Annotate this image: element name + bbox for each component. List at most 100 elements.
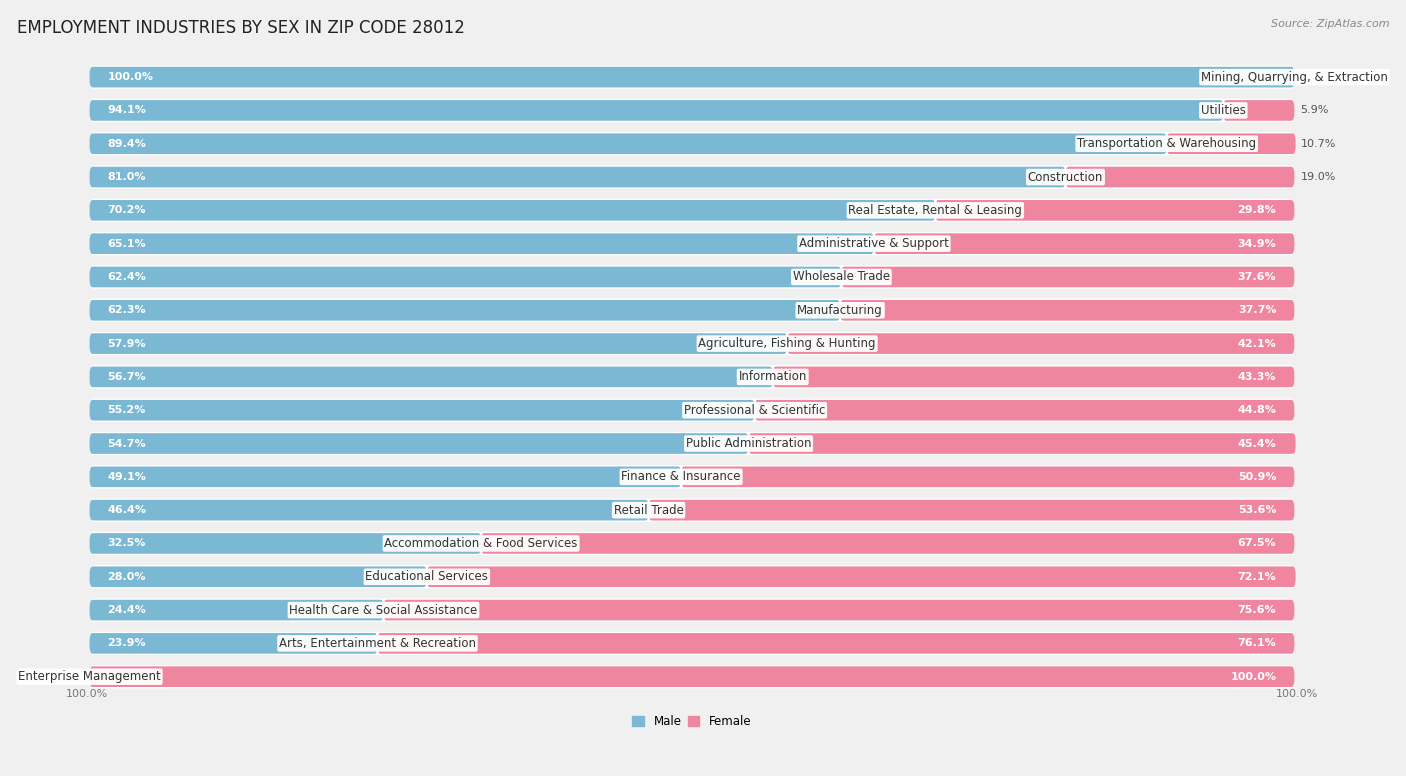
Text: 100.0%: 100.0% <box>66 689 108 699</box>
Text: 72.1%: 72.1% <box>1237 572 1277 582</box>
FancyBboxPatch shape <box>1066 167 1295 187</box>
FancyBboxPatch shape <box>90 399 1295 422</box>
FancyBboxPatch shape <box>90 267 841 287</box>
FancyBboxPatch shape <box>481 533 1295 554</box>
FancyBboxPatch shape <box>90 299 1295 322</box>
Text: 46.4%: 46.4% <box>108 505 146 515</box>
Text: 44.8%: 44.8% <box>1237 405 1277 415</box>
Text: 81.0%: 81.0% <box>108 172 146 182</box>
FancyBboxPatch shape <box>90 633 377 653</box>
FancyBboxPatch shape <box>90 498 1295 521</box>
Text: 62.3%: 62.3% <box>108 305 146 315</box>
FancyBboxPatch shape <box>90 165 1295 189</box>
FancyBboxPatch shape <box>875 234 1295 254</box>
FancyBboxPatch shape <box>90 632 1295 655</box>
Text: Public Administration: Public Administration <box>686 437 811 450</box>
Text: Enterprise Management: Enterprise Management <box>18 670 160 683</box>
FancyBboxPatch shape <box>90 65 1295 88</box>
FancyBboxPatch shape <box>90 167 1066 187</box>
FancyBboxPatch shape <box>1223 100 1295 121</box>
FancyBboxPatch shape <box>935 200 1295 220</box>
Text: Construction: Construction <box>1028 171 1104 184</box>
Text: Finance & Insurance: Finance & Insurance <box>621 470 741 483</box>
FancyBboxPatch shape <box>90 365 1295 389</box>
Text: 43.3%: 43.3% <box>1237 372 1277 382</box>
FancyBboxPatch shape <box>90 265 1295 289</box>
Text: 5.9%: 5.9% <box>1301 106 1329 116</box>
FancyBboxPatch shape <box>90 665 1295 688</box>
FancyBboxPatch shape <box>90 232 1295 255</box>
FancyBboxPatch shape <box>841 300 1295 320</box>
Text: 67.5%: 67.5% <box>1237 539 1277 549</box>
Text: 54.7%: 54.7% <box>108 438 146 449</box>
Text: Information: Information <box>738 370 807 383</box>
FancyBboxPatch shape <box>90 598 1295 622</box>
FancyBboxPatch shape <box>90 366 773 387</box>
Text: 57.9%: 57.9% <box>108 338 146 348</box>
Text: Arts, Entertainment & Recreation: Arts, Entertainment & Recreation <box>278 637 477 650</box>
FancyBboxPatch shape <box>90 600 384 620</box>
FancyBboxPatch shape <box>648 500 1295 521</box>
Text: 37.6%: 37.6% <box>1237 272 1277 282</box>
Text: 10.7%: 10.7% <box>1301 139 1336 149</box>
FancyBboxPatch shape <box>755 400 1295 421</box>
FancyBboxPatch shape <box>90 432 1295 456</box>
Text: EMPLOYMENT INDUSTRIES BY SEX IN ZIP CODE 28012: EMPLOYMENT INDUSTRIES BY SEX IN ZIP CODE… <box>17 19 465 37</box>
Text: 53.6%: 53.6% <box>1237 505 1277 515</box>
FancyBboxPatch shape <box>90 532 1295 555</box>
FancyBboxPatch shape <box>90 433 748 454</box>
Text: 94.1%: 94.1% <box>108 106 146 116</box>
Text: Administrative & Support: Administrative & Support <box>799 237 949 250</box>
FancyBboxPatch shape <box>90 300 841 320</box>
Text: Retail Trade: Retail Trade <box>613 504 683 517</box>
Text: 19.0%: 19.0% <box>1301 172 1336 182</box>
FancyBboxPatch shape <box>90 67 1295 88</box>
FancyBboxPatch shape <box>90 133 1167 154</box>
Text: 34.9%: 34.9% <box>1237 239 1277 248</box>
FancyBboxPatch shape <box>90 234 875 254</box>
Legend: Male, Female: Male, Female <box>627 711 756 733</box>
Text: Wholesale Trade: Wholesale Trade <box>793 271 890 283</box>
Text: 76.1%: 76.1% <box>1237 639 1277 649</box>
FancyBboxPatch shape <box>748 433 1295 454</box>
FancyBboxPatch shape <box>90 533 481 554</box>
FancyBboxPatch shape <box>787 333 1295 354</box>
FancyBboxPatch shape <box>773 366 1295 387</box>
FancyBboxPatch shape <box>90 200 935 220</box>
Text: 29.8%: 29.8% <box>1237 206 1277 216</box>
FancyBboxPatch shape <box>90 100 1223 121</box>
FancyBboxPatch shape <box>90 333 787 354</box>
Text: Source: ZipAtlas.com: Source: ZipAtlas.com <box>1271 19 1389 29</box>
FancyBboxPatch shape <box>90 132 1295 155</box>
Text: 45.4%: 45.4% <box>1237 438 1277 449</box>
Text: 50.9%: 50.9% <box>1237 472 1277 482</box>
Text: 75.6%: 75.6% <box>1237 605 1277 615</box>
Text: 24.4%: 24.4% <box>108 605 146 615</box>
Text: 70.2%: 70.2% <box>108 206 146 216</box>
Text: Professional & Scientific: Professional & Scientific <box>683 404 825 417</box>
Text: Accommodation & Food Services: Accommodation & Food Services <box>384 537 578 550</box>
Text: 37.7%: 37.7% <box>1237 305 1277 315</box>
Text: 32.5%: 32.5% <box>108 539 146 549</box>
Text: Manufacturing: Manufacturing <box>797 303 883 317</box>
Text: 65.1%: 65.1% <box>108 239 146 248</box>
Text: Health Care & Social Assistance: Health Care & Social Assistance <box>290 604 478 617</box>
Text: 28.0%: 28.0% <box>108 572 146 582</box>
Text: 100.0%: 100.0% <box>1277 689 1319 699</box>
Text: 23.9%: 23.9% <box>108 639 146 649</box>
FancyBboxPatch shape <box>90 466 681 487</box>
Text: 56.7%: 56.7% <box>108 372 146 382</box>
FancyBboxPatch shape <box>90 500 648 521</box>
FancyBboxPatch shape <box>90 566 427 587</box>
FancyBboxPatch shape <box>90 400 755 421</box>
Text: 62.4%: 62.4% <box>108 272 146 282</box>
Text: 89.4%: 89.4% <box>108 139 146 149</box>
Text: Real Estate, Rental & Leasing: Real Estate, Rental & Leasing <box>848 204 1022 217</box>
FancyBboxPatch shape <box>1167 133 1295 154</box>
FancyBboxPatch shape <box>90 565 1295 588</box>
FancyBboxPatch shape <box>90 199 1295 222</box>
FancyBboxPatch shape <box>427 566 1295 587</box>
Text: Transportation & Warehousing: Transportation & Warehousing <box>1077 137 1257 151</box>
Text: Mining, Quarrying, & Extraction: Mining, Quarrying, & Extraction <box>1201 71 1388 84</box>
Text: 42.1%: 42.1% <box>1237 338 1277 348</box>
